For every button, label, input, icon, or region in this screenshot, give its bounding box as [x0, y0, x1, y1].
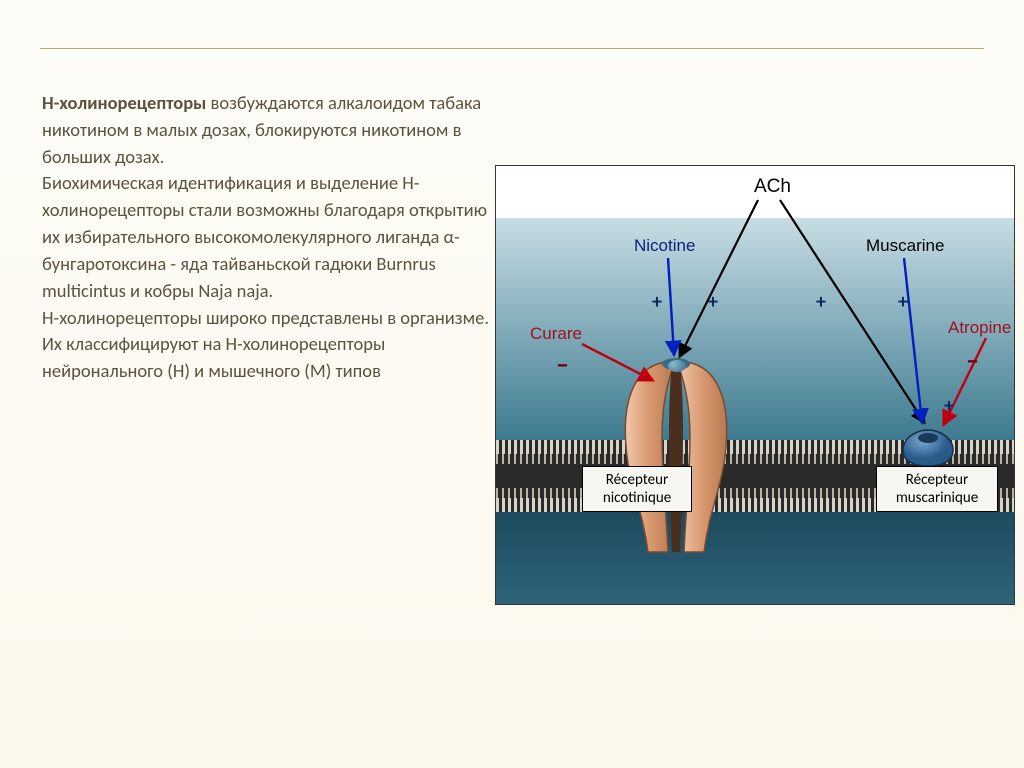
recbox-mus-l2: muscarinique — [896, 489, 978, 507]
arrows-overlay — [496, 166, 1014, 604]
plus-mark: + — [652, 290, 662, 314]
label-muscarine: Muscarine — [866, 236, 944, 256]
recbox-nic-l2: nicotinique — [603, 489, 671, 507]
label-box-nicotinic: Récepteur nicotinique — [582, 466, 692, 512]
label-nicotine: Nicotine — [634, 236, 695, 256]
label-atropine: Atropine — [948, 318, 1011, 338]
plus-mark: + — [708, 290, 718, 314]
minus-mark: – — [966, 344, 979, 376]
arrow-curare — [582, 344, 652, 380]
recbox-mus-l1: Récepteur — [906, 471, 968, 489]
plus-mark: + — [944, 394, 954, 418]
decorative-rule — [40, 48, 984, 49]
paragraph-2: Биохимическая идентификация и выделение … — [42, 170, 492, 304]
paragraph-1: Н-холинорецепторы возбуждаются алкалоидо… — [42, 90, 492, 170]
label-curare: Curare — [530, 324, 582, 344]
plus-mark: + — [816, 290, 826, 314]
arrow-ach-nic — [680, 200, 758, 356]
plus-mark: + — [898, 290, 908, 314]
paragraph-3: Н-холинорецепторы широко представлены в … — [42, 305, 492, 385]
label-ach: ACh — [754, 176, 791, 198]
body-text: Н-холинорецепторы возбуждаются алкалоидо… — [42, 90, 492, 385]
term-bold: Н-холинорецепторы — [42, 91, 206, 114]
recbox-nic-l1: Récepteur — [606, 471, 668, 489]
arrow-muscarine — [904, 258, 922, 422]
arrow-nicotine — [668, 258, 674, 354]
receptor-diagram: ACh Nicotine Muscarine Curare Atropine +… — [495, 165, 1015, 605]
minus-mark: – — [556, 348, 569, 380]
label-box-muscarinic: Récepteur muscarinique — [876, 466, 998, 512]
